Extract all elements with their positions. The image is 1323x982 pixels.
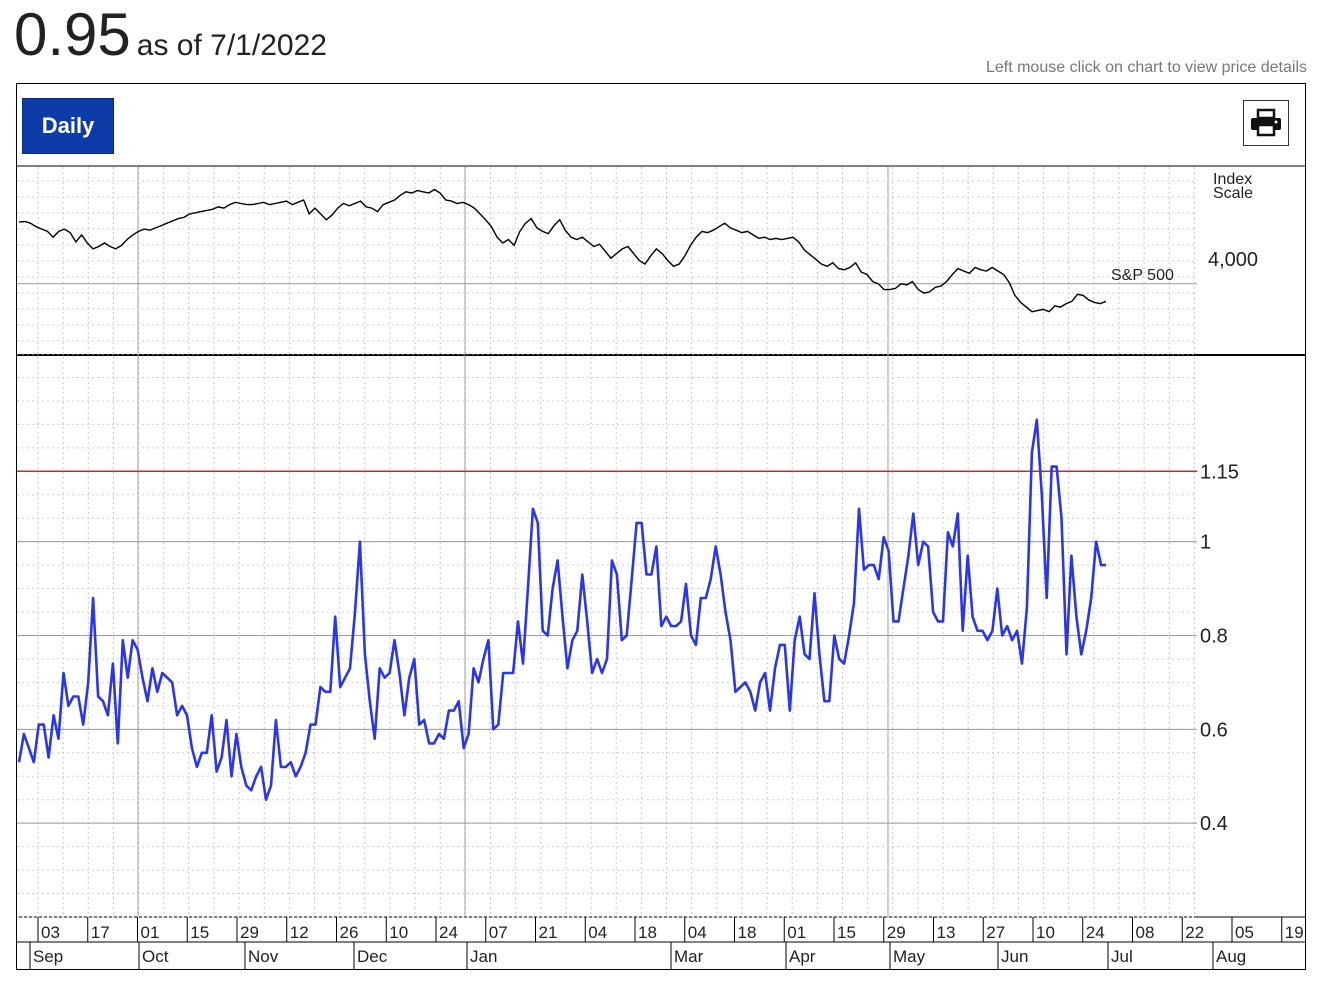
print-button[interactable] [1243, 100, 1289, 146]
x-day-label: 24 [439, 923, 458, 942]
x-day-label: 10 [389, 923, 408, 942]
sp500-tick-label: 4,000 [1208, 249, 1258, 271]
x-day-label: 17 [91, 923, 110, 942]
x-day-label: 04 [688, 923, 707, 942]
x-month-label: Jan [470, 947, 497, 966]
y-tick-label: 0.6 [1200, 719, 1228, 741]
x-month-label: Jul [1111, 947, 1133, 966]
x-day-label: 08 [1136, 923, 1155, 942]
x-day-label: 03 [41, 923, 60, 942]
x-month-label: Dec [357, 947, 388, 966]
x-axis: 03 17 01 15 29 12 26 10 24 07 21 04 18 04 18 01 15 29 13 27… [29, 917, 1304, 969]
indicator-panel: 0.4 0.6 0.8 1 1.15 [17, 418, 1239, 835]
sp500-series-label: S&P 500 [1111, 267, 1174, 284]
x-day-label: 24 [1086, 923, 1105, 942]
sp500-panel: Index Scale 4,000 S&P 500 [18, 171, 1258, 313]
x-day-label: 18 [638, 923, 657, 942]
x-day-label: 19 [1285, 923, 1304, 942]
x-month-label: Oct [142, 947, 169, 966]
y-tick-label: 0.4 [1200, 813, 1228, 835]
x-day-label: 29 [887, 923, 906, 942]
x-day-label: 15 [837, 923, 856, 942]
grid [17, 165, 1305, 943]
as-of-date: as of 7/1/2022 [136, 29, 327, 62]
threshold-label: 1.15 [1200, 461, 1239, 483]
x-day-label: 01 [787, 923, 806, 942]
x-day-label: 10 [1036, 923, 1055, 942]
x-month-label: Apr [789, 947, 816, 966]
chart-frame [16, 83, 1306, 970]
x-month-label: Aug [1216, 947, 1246, 966]
x-month-label: Nov [248, 947, 279, 966]
printer-icon [1251, 108, 1281, 137]
daily-button[interactable]: Daily [22, 98, 114, 154]
x-month-label: May [893, 947, 926, 966]
sp500-line [18, 188, 1107, 313]
x-month-label: Jun [1001, 947, 1028, 966]
headline: 0.95 as of 7/1/2022 [14, 0, 327, 69]
chart-hint: Left mouse click on chart to view price … [985, 59, 1307, 76]
x-day-label: 26 [340, 923, 359, 942]
x-day-label: 04 [588, 923, 607, 942]
x-day-label: 27 [986, 923, 1005, 942]
x-day-label: 18 [738, 923, 757, 942]
x-day-label: 13 [937, 923, 956, 942]
x-day-label: 07 [489, 923, 508, 942]
x-month-label: Sep [33, 947, 63, 966]
x-day-label: 21 [539, 923, 558, 942]
y-tick-label: 0.8 [1200, 626, 1228, 648]
y-tick-label: 1 [1200, 532, 1211, 554]
x-month-label: Mar [674, 947, 704, 966]
index-scale-label-2: Scale [1213, 185, 1253, 202]
x-day-label: 01 [141, 923, 160, 942]
indicator-line [17, 418, 1106, 801]
x-day-label: 22 [1185, 923, 1204, 942]
x-day-label: 05 [1235, 923, 1254, 942]
current-value: 0.95 [14, 1, 131, 68]
x-day-label: 15 [190, 923, 209, 942]
index-scale-label: Index [1213, 171, 1252, 188]
x-day-label: 29 [240, 923, 259, 942]
x-day-label: 12 [290, 923, 309, 942]
